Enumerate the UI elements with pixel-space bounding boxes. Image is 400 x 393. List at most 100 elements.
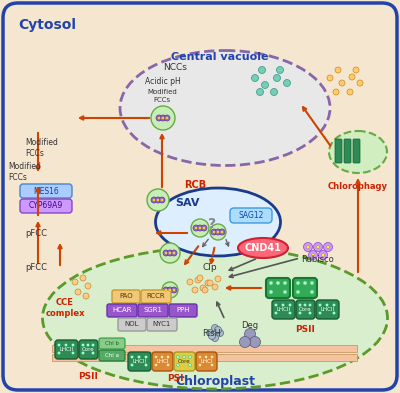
Circle shape xyxy=(316,246,320,248)
Circle shape xyxy=(304,303,306,307)
Text: ?: ? xyxy=(208,217,216,231)
Circle shape xyxy=(130,364,134,367)
Circle shape xyxy=(163,287,169,293)
Circle shape xyxy=(202,287,208,293)
Circle shape xyxy=(308,250,318,259)
Circle shape xyxy=(332,303,336,307)
Circle shape xyxy=(296,290,300,294)
Text: Chlorophagy: Chlorophagy xyxy=(328,182,388,191)
Circle shape xyxy=(144,364,148,367)
Circle shape xyxy=(270,88,278,95)
Circle shape xyxy=(164,115,170,121)
Circle shape xyxy=(160,115,166,121)
Circle shape xyxy=(339,80,345,86)
Text: Cytosol: Cytosol xyxy=(18,18,76,32)
Circle shape xyxy=(195,277,201,283)
Circle shape xyxy=(203,227,205,229)
Circle shape xyxy=(276,281,280,285)
Circle shape xyxy=(335,67,341,73)
Circle shape xyxy=(274,303,278,307)
Circle shape xyxy=(188,364,192,367)
Circle shape xyxy=(308,312,312,314)
Circle shape xyxy=(193,225,199,231)
Text: pFCC: pFCC xyxy=(25,263,47,272)
Circle shape xyxy=(212,334,218,342)
Circle shape xyxy=(173,252,175,254)
Text: LHCII: LHCII xyxy=(276,307,290,312)
Text: Chl b: Chl b xyxy=(105,341,119,346)
Text: MES16: MES16 xyxy=(33,187,59,195)
Circle shape xyxy=(353,67,359,73)
Circle shape xyxy=(82,351,84,354)
Text: PSI: PSI xyxy=(167,374,183,383)
Circle shape xyxy=(187,279,193,285)
Circle shape xyxy=(198,364,202,367)
FancyBboxPatch shape xyxy=(174,352,195,371)
Circle shape xyxy=(215,276,221,282)
Circle shape xyxy=(333,89,339,95)
FancyBboxPatch shape xyxy=(128,352,151,371)
Circle shape xyxy=(158,117,160,119)
Circle shape xyxy=(284,79,290,86)
Circle shape xyxy=(327,75,333,81)
Circle shape xyxy=(269,290,273,294)
FancyBboxPatch shape xyxy=(79,340,98,359)
Circle shape xyxy=(159,197,165,203)
Text: NYC1: NYC1 xyxy=(153,321,171,327)
FancyBboxPatch shape xyxy=(147,318,177,331)
Text: Core: Core xyxy=(299,307,312,312)
Text: SAG12: SAG12 xyxy=(238,211,264,220)
Text: Deg: Deg xyxy=(242,321,258,330)
Circle shape xyxy=(191,219,209,237)
Text: RCB: RCB xyxy=(184,180,206,190)
Ellipse shape xyxy=(329,131,387,173)
Circle shape xyxy=(244,329,256,340)
Text: pFCC: pFCC xyxy=(25,228,47,237)
Circle shape xyxy=(58,351,60,354)
Circle shape xyxy=(80,275,86,281)
Circle shape xyxy=(176,356,180,358)
Text: Clp: Clp xyxy=(203,263,217,272)
Circle shape xyxy=(310,290,314,294)
Text: LHCII: LHCII xyxy=(320,307,334,312)
Circle shape xyxy=(83,293,89,299)
FancyBboxPatch shape xyxy=(138,304,168,317)
FancyBboxPatch shape xyxy=(266,278,290,298)
Text: Chloroplast: Chloroplast xyxy=(175,375,255,388)
FancyBboxPatch shape xyxy=(141,290,171,303)
Ellipse shape xyxy=(238,238,288,258)
Circle shape xyxy=(250,336,260,347)
Circle shape xyxy=(282,303,284,307)
Circle shape xyxy=(318,303,322,307)
Text: LHCI: LHCI xyxy=(200,359,213,364)
Text: PSII: PSII xyxy=(295,325,315,334)
Text: Modified
FCCs: Modified FCCs xyxy=(8,162,41,182)
Circle shape xyxy=(308,303,312,307)
FancyBboxPatch shape xyxy=(344,139,351,163)
FancyBboxPatch shape xyxy=(99,338,125,349)
Text: LHCII: LHCII xyxy=(132,359,146,364)
FancyBboxPatch shape xyxy=(293,278,317,298)
Circle shape xyxy=(288,312,292,314)
Circle shape xyxy=(72,343,74,347)
FancyBboxPatch shape xyxy=(196,352,217,371)
FancyBboxPatch shape xyxy=(316,300,339,319)
FancyBboxPatch shape xyxy=(272,300,295,319)
Circle shape xyxy=(166,364,170,367)
Circle shape xyxy=(155,197,161,203)
Circle shape xyxy=(72,279,78,285)
FancyBboxPatch shape xyxy=(3,3,397,390)
Circle shape xyxy=(296,281,300,285)
Circle shape xyxy=(199,227,201,229)
Circle shape xyxy=(212,325,218,332)
Circle shape xyxy=(176,364,180,367)
Circle shape xyxy=(166,117,168,119)
Circle shape xyxy=(269,281,273,285)
Text: PAO: PAO xyxy=(119,294,133,299)
Circle shape xyxy=(314,242,322,252)
Circle shape xyxy=(161,199,163,201)
Circle shape xyxy=(256,88,264,95)
Circle shape xyxy=(163,250,169,256)
Circle shape xyxy=(208,332,216,340)
Circle shape xyxy=(72,351,74,354)
